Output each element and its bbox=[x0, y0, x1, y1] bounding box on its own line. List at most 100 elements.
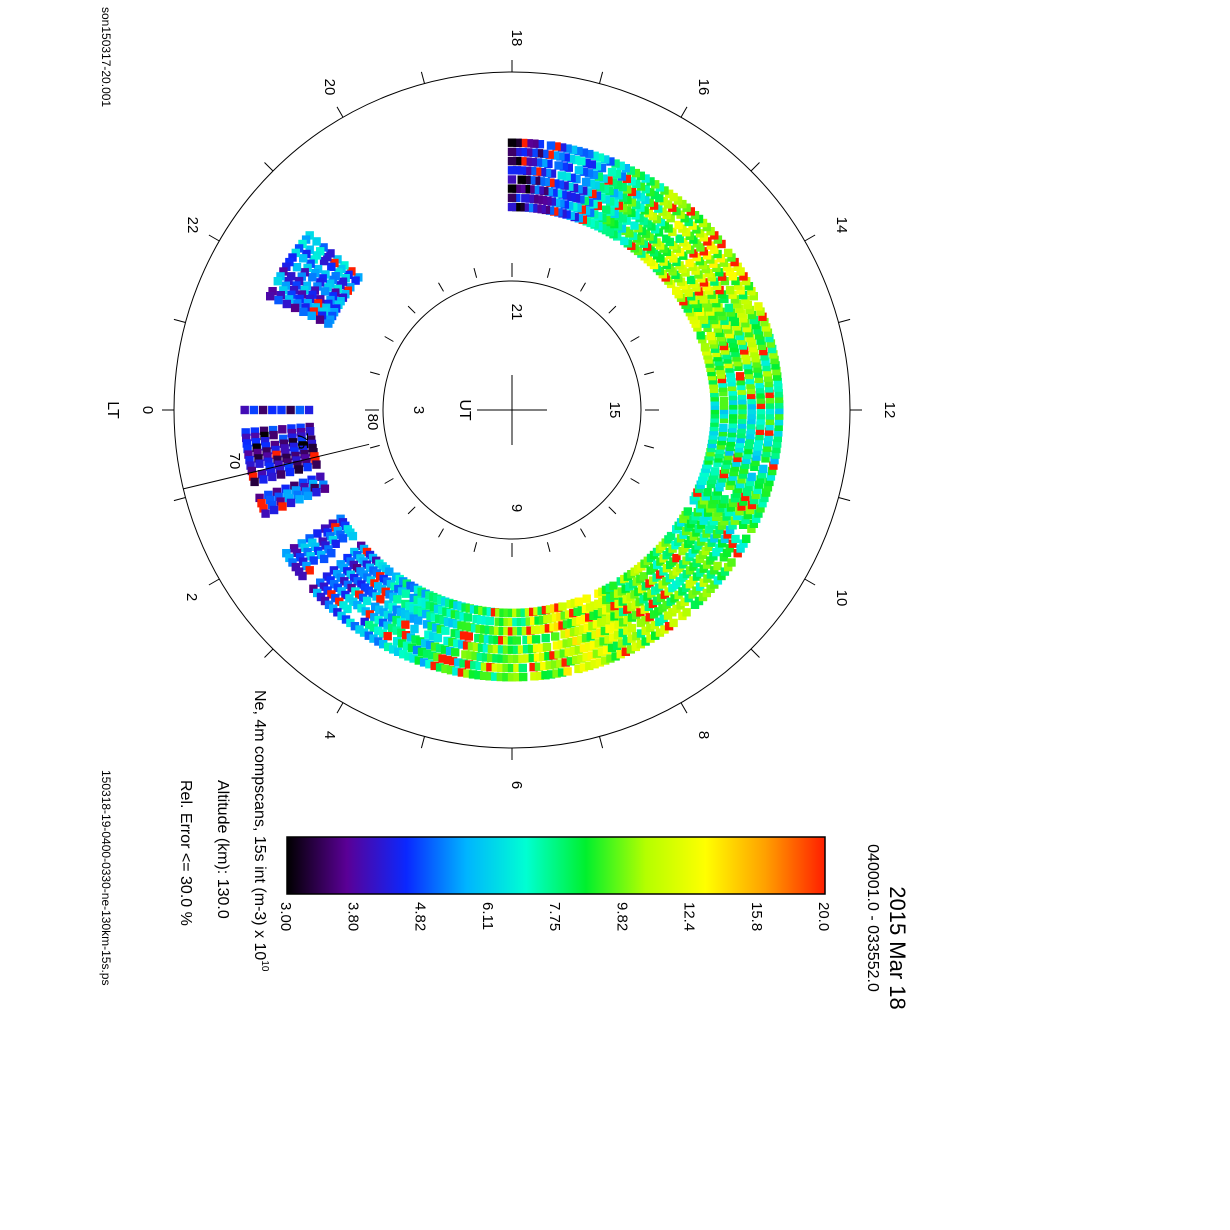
ne-cell bbox=[579, 186, 588, 195]
ne-cell bbox=[749, 292, 758, 301]
ne-cell bbox=[278, 425, 287, 434]
ne-cell bbox=[771, 450, 780, 459]
ne-cell bbox=[736, 434, 745, 444]
ne-cell bbox=[743, 450, 752, 460]
ne-cell bbox=[308, 273, 317, 282]
ne-cell bbox=[519, 672, 528, 682]
ne-cell bbox=[474, 671, 483, 680]
ne-cell bbox=[355, 625, 364, 634]
ne-cell bbox=[594, 639, 603, 648]
ne-cell bbox=[746, 333, 755, 343]
ne-cell bbox=[597, 193, 606, 202]
ne-cell bbox=[753, 485, 762, 494]
ne-cell bbox=[645, 613, 654, 622]
ne-cell bbox=[710, 344, 720, 353]
ne-cell bbox=[589, 200, 598, 209]
ne-cell bbox=[521, 626, 531, 636]
ne-cell bbox=[266, 292, 275, 301]
ne-cell bbox=[292, 456, 301, 465]
ne-cell bbox=[295, 405, 304, 415]
colorbar-tick-label: 20.0 bbox=[815, 902, 832, 931]
ne-cell bbox=[728, 290, 737, 299]
ne-cell bbox=[458, 640, 467, 649]
ne-cell bbox=[713, 324, 722, 333]
ne-cell bbox=[774, 383, 783, 392]
ne-cell bbox=[730, 317, 740, 326]
ne-cell bbox=[531, 635, 541, 644]
ut-tick bbox=[644, 444, 655, 449]
ne-cell bbox=[759, 346, 768, 356]
ne-cell bbox=[773, 377, 782, 387]
ne-cell bbox=[375, 605, 384, 614]
ne-cell bbox=[765, 384, 774, 393]
ne-cell bbox=[723, 325, 733, 334]
ne-cell bbox=[492, 645, 502, 654]
ne-cell bbox=[719, 423, 728, 432]
ne-cell bbox=[283, 489, 292, 498]
ne-cell bbox=[279, 267, 288, 276]
ne-cell bbox=[474, 633, 483, 643]
ne-cell bbox=[540, 186, 549, 196]
ne-cell bbox=[574, 166, 584, 175]
ne-cell bbox=[659, 614, 668, 623]
ne-cell bbox=[715, 268, 724, 277]
ne-cell bbox=[729, 410, 738, 419]
ne-cell bbox=[274, 295, 283, 305]
ne-cell bbox=[733, 453, 742, 463]
ne-cell bbox=[645, 198, 654, 207]
ne-cell bbox=[727, 477, 736, 486]
ne-cell bbox=[595, 153, 605, 162]
ne-cell bbox=[279, 439, 289, 448]
altitude-label: Altitude (km): 130.0 bbox=[214, 780, 231, 919]
ne-cell bbox=[717, 290, 727, 299]
ne-cell bbox=[569, 608, 578, 618]
ne-cell bbox=[289, 285, 299, 295]
ne-cell bbox=[605, 624, 614, 634]
ne-cell bbox=[754, 302, 763, 311]
ne-cell bbox=[459, 659, 468, 668]
ne-cell bbox=[748, 343, 758, 353]
ne-cell bbox=[557, 143, 567, 152]
ne-cell bbox=[567, 619, 576, 628]
ne-cell bbox=[728, 387, 737, 396]
ne-cell bbox=[303, 491, 313, 500]
ne-cell bbox=[747, 472, 756, 482]
ne-cell bbox=[715, 361, 724, 371]
ne-cell bbox=[716, 366, 725, 375]
ne-cell bbox=[720, 276, 730, 286]
lt-tick bbox=[173, 318, 186, 323]
ne-cell bbox=[719, 414, 729, 424]
ne-cell bbox=[774, 394, 784, 403]
ne-cell bbox=[755, 385, 765, 394]
ne-cell bbox=[513, 147, 522, 157]
ne-cell bbox=[284, 463, 293, 472]
ne-cell bbox=[755, 431, 764, 441]
ne-cell bbox=[289, 442, 298, 452]
ne-cell bbox=[521, 194, 530, 203]
ne-cell bbox=[546, 178, 555, 187]
ne-cell bbox=[613, 631, 623, 640]
ne-cell bbox=[351, 276, 360, 285]
ne-cell bbox=[461, 603, 470, 612]
ne-cell bbox=[462, 641, 472, 650]
ne-cell bbox=[601, 616, 610, 625]
ne-cell bbox=[659, 197, 668, 206]
ne-cell bbox=[297, 290, 307, 299]
ne-cell bbox=[557, 640, 566, 649]
ne-cell bbox=[389, 645, 398, 654]
ne-cell bbox=[297, 539, 306, 548]
ne-cell bbox=[480, 662, 490, 671]
ne-cell bbox=[535, 186, 544, 195]
ne-cell bbox=[611, 652, 620, 661]
ne-cell bbox=[498, 617, 508, 627]
ne-cell bbox=[498, 636, 507, 645]
ne-cell bbox=[765, 422, 774, 431]
ne-cell bbox=[752, 359, 761, 368]
ne-cell bbox=[560, 630, 569, 639]
ne-cell bbox=[737, 391, 747, 400]
ne-cell bbox=[551, 179, 560, 188]
lt-tick bbox=[599, 71, 604, 84]
ne-cell bbox=[727, 378, 736, 387]
ne-cell bbox=[664, 189, 674, 198]
ne-cell bbox=[290, 481, 299, 490]
